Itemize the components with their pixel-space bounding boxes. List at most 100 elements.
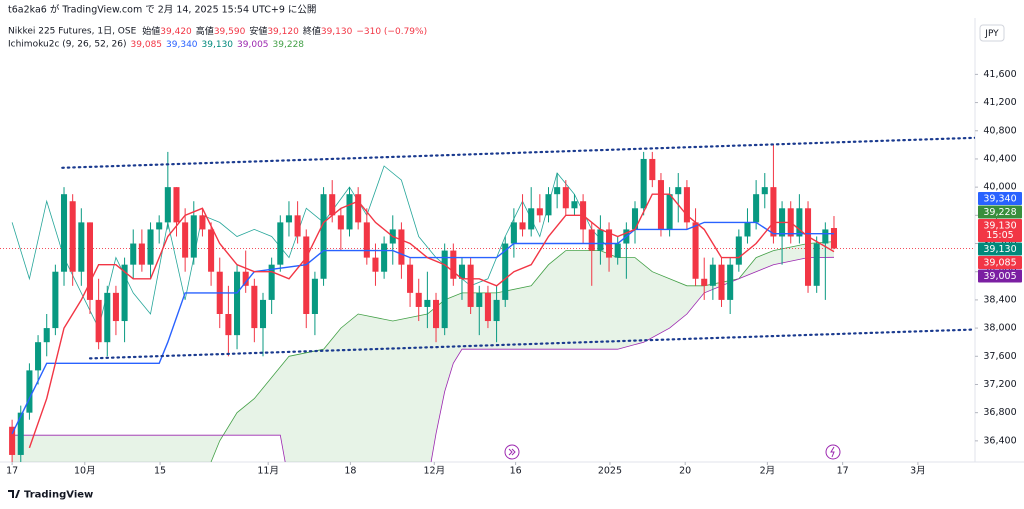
candle-body — [190, 215, 197, 258]
event-icon-glyph — [830, 446, 835, 458]
indicator-values: 39,085 39,340 39,130 39,005 39,228 — [131, 40, 305, 50]
candle-body — [138, 243, 145, 265]
x-tick-label: 11月 — [257, 466, 279, 477]
candle-body — [303, 236, 310, 314]
candle-body — [571, 201, 578, 209]
candle-body — [813, 243, 820, 286]
trendline — [61, 136, 975, 169]
price-label-box — [978, 256, 1022, 269]
candle-body — [320, 194, 327, 279]
indicator-value: 39,130 — [202, 40, 234, 50]
candle-body — [597, 229, 604, 251]
candle-body — [614, 243, 621, 258]
candle-body — [355, 194, 362, 223]
candle-body — [675, 187, 682, 195]
x-tick-label: 17 — [837, 466, 849, 477]
brand: TradingView — [8, 490, 93, 501]
x-tick-label: 2025 — [598, 466, 622, 477]
x-tick-label: 17 — [6, 466, 18, 477]
indicator-value: 39,228 — [273, 40, 305, 50]
candle-body — [649, 158, 656, 181]
ichimoku-cloud — [12, 241, 834, 462]
candle-body — [432, 299, 440, 329]
price-label: 39,228 — [983, 207, 1016, 218]
candle-body — [796, 208, 803, 237]
candle-body — [562, 187, 569, 209]
candle-body — [285, 215, 292, 223]
candle-body — [69, 201, 76, 272]
candle-body — [407, 264, 414, 293]
ohlc-value: 39,120 — [267, 27, 299, 37]
candle-body — [666, 194, 673, 230]
x-tick-label: 12月 — [423, 466, 445, 477]
candle-body — [744, 222, 751, 237]
currency-button[interactable] — [979, 24, 1005, 42]
x-tick-label: 3月 — [910, 466, 926, 477]
x-tick-label: 15 — [154, 466, 166, 477]
y-tick-label: 40,800 — [983, 125, 1016, 136]
y-tick-label: 40,000 — [983, 182, 1016, 193]
indicator: Ichimoku2c (9, 26, 52, 26) — [8, 40, 127, 50]
ohlc-legend: 始値39,420 高値39,590 安値39,120 終値39,130 −310 (−0… — [142, 25, 427, 37]
candle-body — [519, 222, 526, 230]
candle-body — [657, 180, 664, 230]
price-label: 39,085 — [983, 257, 1016, 268]
candle-body — [337, 215, 344, 230]
y-tick-label: 36,800 — [983, 407, 1016, 418]
candle-body — [156, 222, 163, 230]
ohlc-value: 39,420 — [160, 27, 192, 37]
legend: Nikkei 225 Futures, 1日, OSE Ichimoku2c (… — [8, 26, 137, 50]
plot-area — [0, 136, 975, 462]
ohlc-label: 終値 — [303, 25, 321, 37]
candle-body — [173, 187, 180, 223]
indicator-value: 39,085 — [131, 40, 163, 50]
candle-body — [510, 222, 517, 244]
symbol: Nikkei 225 Futures, 1日, OSE — [8, 26, 137, 37]
candle-body — [121, 264, 128, 322]
candle-body — [52, 271, 59, 329]
candle-body — [311, 278, 318, 314]
x-tick-label: 20 — [679, 466, 691, 477]
indicator-line — [28, 193, 835, 449]
candle-body — [528, 208, 535, 230]
candle-body — [718, 264, 725, 300]
candle-body — [329, 194, 336, 216]
change: −310 (−0.79%) — [356, 27, 427, 37]
candle-body — [424, 299, 431, 307]
indicator-value: 39,340 — [166, 40, 198, 50]
candle-body — [182, 222, 189, 258]
candle-body — [104, 292, 111, 343]
candle-body — [372, 257, 379, 272]
currency: JPY — [984, 29, 999, 39]
candle-body — [805, 208, 812, 286]
price-label: 39,340 — [983, 193, 1016, 204]
candle-body — [26, 370, 33, 413]
candle-body — [35, 342, 42, 371]
candle-body — [830, 228, 838, 249]
y-tick-label: 36,400 — [983, 435, 1016, 446]
indicator-line — [11, 221, 834, 435]
candle-body — [701, 278, 708, 286]
y-tick-label: 41,200 — [983, 97, 1016, 108]
ohlc-value: 39,590 — [214, 27, 246, 37]
trendline — [88, 328, 975, 360]
candle-body — [450, 250, 457, 279]
candle-body — [467, 264, 474, 307]
event-icons — [504, 444, 841, 460]
price-label: 39,130 — [983, 220, 1016, 231]
candle-body — [78, 222, 85, 272]
candle-body — [43, 328, 50, 343]
candle-body — [277, 222, 284, 265]
countdown: 15:05 — [986, 230, 1013, 241]
x-tick-label: 2月 — [760, 466, 776, 477]
candle-body — [60, 194, 68, 272]
ohlc-label: 高値 — [196, 25, 214, 37]
price-label: 39,130 — [983, 244, 1016, 255]
candle-body — [536, 208, 543, 216]
x-tick-label: 16 — [510, 466, 522, 477]
candle-body — [588, 229, 595, 251]
candle-body — [147, 229, 154, 265]
candle-body — [346, 194, 353, 230]
